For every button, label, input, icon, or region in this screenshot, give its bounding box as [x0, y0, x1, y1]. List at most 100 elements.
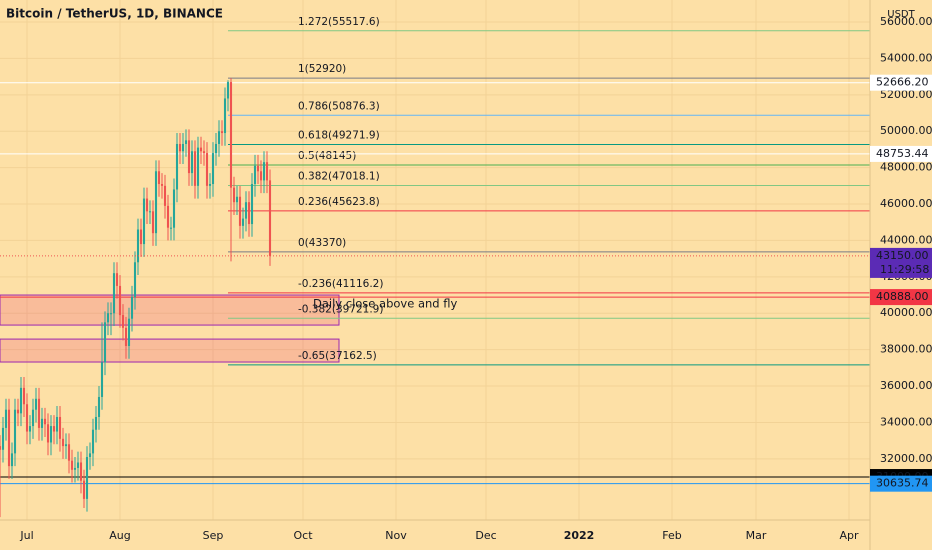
fib-label: 1.272(55517.6) — [298, 16, 380, 28]
candle-body — [55, 416, 59, 432]
candle-body — [265, 162, 269, 181]
candle-body — [100, 362, 104, 397]
price-tag-label: 30635.74 — [876, 477, 929, 490]
price-tag-label: 52666.20 — [876, 76, 929, 89]
candle-body — [193, 151, 197, 186]
candle-body — [244, 202, 248, 219]
candle-body — [4, 409, 8, 428]
candle-body — [22, 387, 26, 405]
candle-body — [76, 462, 80, 468]
candle-body — [88, 453, 92, 458]
candle-body — [166, 205, 170, 228]
candle-body — [94, 416, 98, 430]
candle-body — [142, 198, 146, 245]
candle-body — [46, 424, 50, 443]
candle-body — [37, 398, 41, 428]
candle-body — [172, 189, 176, 228]
candle-body — [49, 426, 53, 443]
candle-body — [0, 446, 2, 450]
candle-body — [40, 418, 44, 428]
candle-body — [7, 409, 11, 467]
fib-label: -0.65(37162.5) — [298, 350, 377, 362]
candle-body — [58, 416, 62, 439]
candle-body — [223, 98, 227, 134]
candle-body — [13, 409, 17, 454]
candle-body — [19, 387, 23, 414]
x-tick-label: Aug — [109, 529, 130, 542]
fib-label: 0.5(48145) — [298, 150, 356, 162]
x-tick-label: Sep — [203, 529, 224, 542]
candle-body — [190, 151, 194, 174]
x-tick-label: Feb — [662, 529, 681, 542]
candle-body — [214, 143, 218, 154]
candle-body — [169, 227, 173, 229]
fib-label: 0(43370) — [298, 237, 346, 249]
candle-body — [73, 467, 77, 470]
x-tick-label: Mar — [746, 529, 767, 542]
candle-body — [184, 140, 188, 144]
candle-body — [52, 426, 56, 432]
candle-body — [79, 462, 83, 481]
y-tick-label: 34000.00 — [880, 415, 932, 428]
candle-body — [97, 396, 101, 417]
y-tick-label: 46000.00 — [880, 197, 932, 210]
candle-body — [34, 398, 38, 410]
fib-label: 0.618(49271.9) — [298, 129, 380, 141]
candle-body — [256, 165, 260, 172]
candle-body — [124, 327, 128, 346]
x-tick-label: Apr — [839, 529, 859, 542]
y-tick-label: 44000.00 — [880, 233, 932, 246]
fib-label: 0.786(50876.3) — [298, 100, 380, 112]
candle-body — [163, 185, 167, 206]
x-tick-label: Dec — [475, 529, 496, 542]
candle-body — [229, 82, 233, 188]
candle-body — [118, 285, 122, 316]
fib-label: -0.382(39721.9) — [298, 303, 383, 315]
candle-body — [232, 187, 236, 203]
candle-body — [268, 180, 272, 256]
candle-body — [208, 184, 212, 186]
price-tag-label: 48753.44 — [876, 147, 929, 160]
candle-body — [187, 140, 191, 174]
y-tick-label: 36000.00 — [880, 379, 932, 392]
candle-body — [43, 418, 47, 425]
candle-body — [196, 147, 200, 186]
candle-body — [211, 153, 215, 185]
candle-body — [139, 229, 143, 245]
candle-body — [262, 162, 266, 181]
candle-body — [109, 313, 113, 315]
zone — [0, 338, 340, 363]
candle-body — [91, 429, 95, 454]
candle-body — [226, 82, 230, 99]
candle-body — [148, 211, 152, 213]
candle-body — [145, 198, 149, 212]
x-tick-label: Jul — [19, 529, 33, 542]
candle-body — [220, 131, 224, 134]
candle-body — [82, 480, 86, 499]
price-tag-label: 40888.00 — [876, 290, 929, 303]
candle-body — [85, 457, 89, 499]
chart-title: Bitcoin / TetherUS, 1D, BINANCE — [6, 7, 223, 21]
candle-body — [67, 444, 71, 461]
x-tick-label: Oct — [293, 529, 313, 542]
fib-label: 1(52920) — [298, 63, 346, 75]
candle-body — [178, 143, 182, 152]
y-tick-label: 56000.00 — [880, 15, 932, 28]
candle-body — [235, 196, 239, 203]
candle-body — [127, 318, 131, 346]
candle-body — [103, 322, 107, 363]
candle-body — [25, 404, 29, 432]
y-tick-label: 32000.00 — [880, 452, 932, 465]
candle-body — [133, 262, 137, 297]
candle-body — [181, 143, 185, 152]
candle-body — [106, 313, 110, 323]
last-price-tag — [870, 247, 932, 278]
candle-body — [70, 460, 74, 470]
candle-body — [28, 426, 32, 432]
candle-body — [247, 202, 251, 225]
price-tag — [870, 289, 932, 306]
candle-body — [1, 427, 5, 450]
candle-body — [259, 171, 263, 181]
candle-body — [115, 273, 119, 286]
